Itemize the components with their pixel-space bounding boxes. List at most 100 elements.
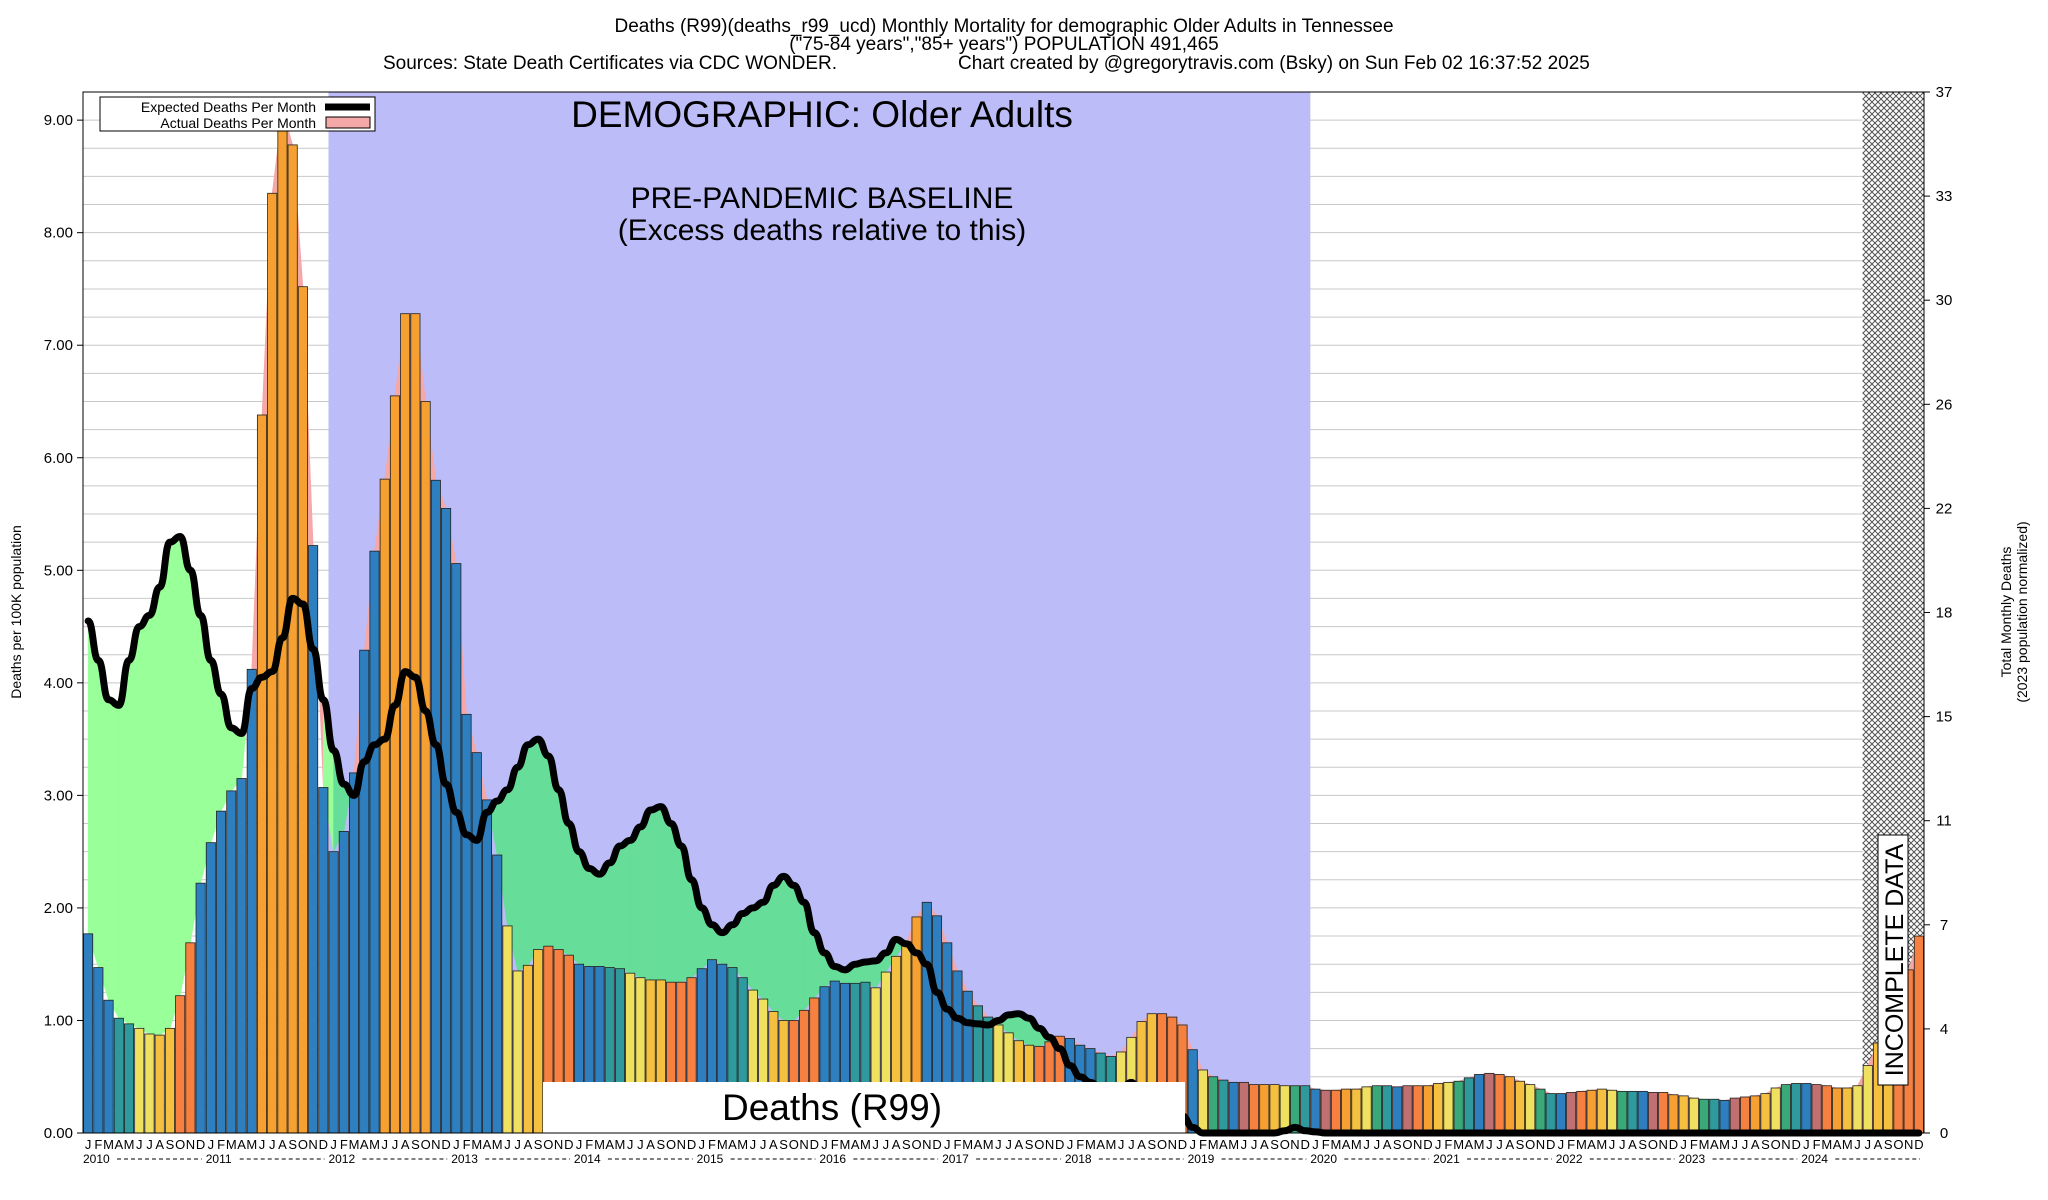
y2-tick-label: 7 [1940, 917, 1948, 934]
fill-segment [527, 738, 539, 967]
y-tick-label: 5.00 [44, 562, 73, 579]
x-month-label: N [1904, 1137, 1913, 1152]
x-month-label: M [860, 1137, 871, 1152]
bar [1913, 935, 1924, 1134]
x-month-label: J [1742, 1137, 1749, 1152]
x-month-label: A [114, 1137, 123, 1152]
x-month-label: M [1228, 1137, 1239, 1152]
x-month-label: F [217, 1137, 225, 1152]
x-month-label: D [1546, 1137, 1555, 1152]
x-month-label: J [821, 1137, 828, 1152]
x-month-label: O [298, 1137, 308, 1152]
fill-segment [159, 542, 171, 1036]
x-month-label: F [1690, 1137, 1698, 1152]
x-month-label: O [421, 1137, 431, 1152]
x-month-label: D [810, 1137, 819, 1152]
x-month-label: N [1168, 1137, 1177, 1152]
x-month-label: D [932, 1137, 941, 1152]
fill-segment [660, 805, 672, 983]
x-month-label: A [1628, 1137, 1637, 1152]
x-month-label: J [1803, 1137, 1810, 1152]
x-month-label: A [1137, 1137, 1146, 1152]
bar [1576, 1090, 1587, 1134]
fill-segment [517, 744, 529, 972]
x-month-label: S [1025, 1137, 1034, 1152]
x-month-label: A [605, 1137, 614, 1152]
x-month-label: J [1067, 1137, 1074, 1152]
x-month-label: D [1055, 1137, 1064, 1152]
x-month-label: J [136, 1137, 143, 1152]
x-month-label: J [637, 1137, 644, 1152]
bar [1770, 1087, 1781, 1134]
bar [216, 810, 227, 1134]
bar [318, 787, 329, 1134]
x-month-label: D [1669, 1137, 1678, 1152]
x-month-label: M [840, 1137, 851, 1152]
baseline-sublabel: (Excess deaths relative to this) [618, 214, 1027, 247]
bar [246, 668, 257, 1134]
bar [1586, 1089, 1597, 1134]
x-month-label: M [1474, 1137, 1485, 1152]
x-month-label: J [1118, 1137, 1125, 1152]
x-month-label: J [504, 1137, 511, 1152]
x-month-label: O [1034, 1137, 1044, 1152]
bar [195, 882, 206, 1134]
legend-expected-label: Expected Deaths Per Month [141, 99, 316, 115]
bar [420, 401, 431, 1134]
bar [471, 752, 482, 1134]
x-year-label: 2024 [1801, 1152, 1828, 1166]
bar [389, 395, 400, 1134]
x-month-label: M [349, 1137, 360, 1152]
x-month-label: D [687, 1137, 696, 1152]
bar [1740, 1096, 1751, 1134]
bar [379, 478, 390, 1134]
x-month-label: O [1402, 1137, 1412, 1152]
bar [1617, 1090, 1628, 1134]
bar [1392, 1086, 1403, 1134]
x-month-label: A [360, 1137, 369, 1152]
cause-label: Deaths (R99) [722, 1087, 942, 1128]
x-month-label: J [269, 1137, 276, 1152]
x-month-label: J [1251, 1137, 1258, 1152]
y-axis-left: 0.00 1.00 2.00 3.00 4.00 5.00 6.00 7.00 8.00 9.00 [44, 112, 83, 1142]
x-month-label: A [524, 1137, 533, 1152]
demographic-label: DEMOGRAPHIC: Older Adults [571, 94, 1073, 135]
y-tick-label: 1.00 [44, 1012, 73, 1029]
bar [1525, 1084, 1536, 1134]
x-month-label: F [463, 1137, 471, 1152]
x-month-label: A [1465, 1137, 1474, 1152]
bar [430, 479, 441, 1134]
x-month-label: A [155, 1137, 164, 1152]
bar [1300, 1085, 1311, 1134]
fill-segment [98, 660, 109, 1001]
x-month-label: J [944, 1137, 951, 1152]
x-month-label: N [308, 1137, 317, 1152]
x-month-label: S [411, 1137, 420, 1152]
bar [1351, 1088, 1362, 1134]
x-month-label: A [1505, 1137, 1514, 1152]
bar [461, 713, 472, 1134]
x-month-label: J [392, 1137, 399, 1152]
x-month-label: J [453, 1137, 460, 1152]
bar [1197, 1069, 1208, 1134]
x-month-label: F [1444, 1137, 1452, 1152]
x-month-label: A [974, 1137, 983, 1152]
x-month-label: M [983, 1137, 994, 1152]
bar [1760, 1093, 1771, 1134]
fill-segment [588, 868, 600, 967]
x-month-label: A [1751, 1137, 1760, 1152]
bar [1238, 1081, 1249, 1134]
x-month-label: S [1393, 1137, 1402, 1152]
bar [1668, 1094, 1679, 1134]
x-month-label: A [1710, 1137, 1719, 1152]
x-month-label: M [1842, 1137, 1853, 1152]
x-month-label: O [1525, 1137, 1535, 1152]
x-year-label: 2014 [574, 1152, 601, 1166]
x-month-label: J [381, 1137, 388, 1152]
x-month-label: F [94, 1137, 102, 1152]
bar [1208, 1076, 1219, 1134]
y-tick-label: 8.00 [44, 225, 73, 242]
x-month-label: D [1914, 1137, 1923, 1152]
bar [369, 550, 380, 1134]
